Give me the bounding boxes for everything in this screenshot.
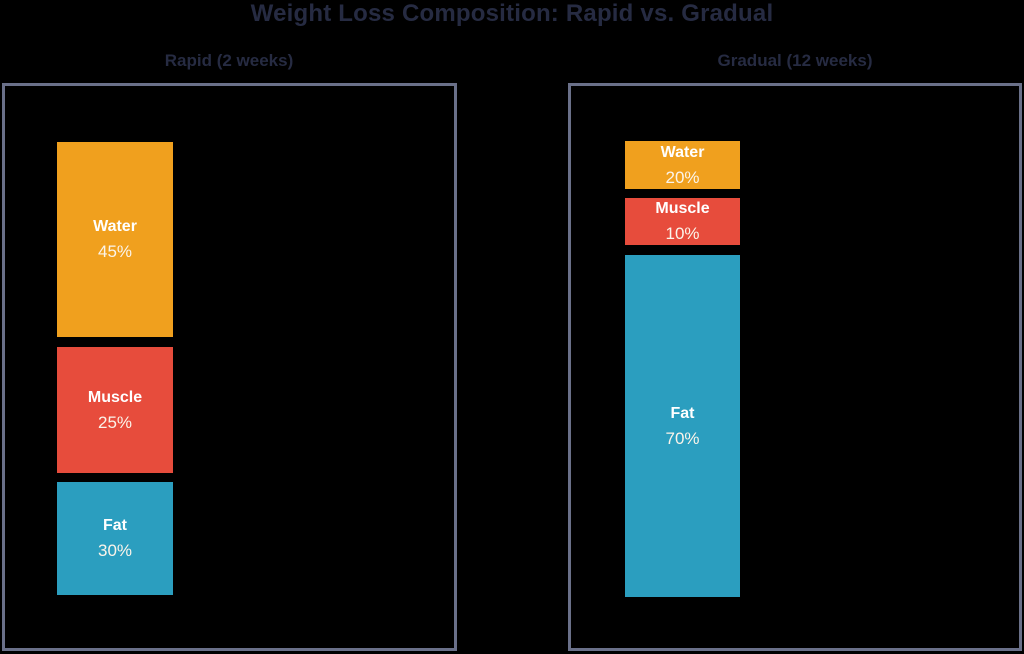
segment-percentage: 45% <box>97 242 133 261</box>
panel-title-gradual: Gradual (12 weeks) <box>717 51 873 70</box>
segment-label: Fat <box>103 517 127 534</box>
segment-label: Water <box>660 143 705 161</box>
bar-segment-gradual-muscle: Muscle 10% <box>625 198 740 245</box>
segment-percentage: 20% <box>665 167 700 187</box>
segment-percentage: 10% <box>665 224 700 243</box>
bar-segment-rapid-fat: Fat 30% <box>57 482 173 595</box>
segment-percentage: 30% <box>97 541 133 560</box>
segment-percentage: 70% <box>665 428 700 448</box>
bar-segment-gradual-fat: Fat 70% <box>625 255 740 597</box>
bar-segment-rapid-water: Water 45% <box>57 142 173 337</box>
panel-gradual: Water 20% Muscle 10% Fat 70% <box>568 83 1022 651</box>
bar-segment-gradual-water: Water 20% <box>625 141 740 189</box>
bar-segment-rapid-muscle: Muscle 25% <box>57 347 173 473</box>
panel-rapid: Water 45% Muscle 25% Fat 30% <box>2 83 457 651</box>
segment-label: Muscle <box>87 388 143 406</box>
panel-title-rapid: Rapid (2 weeks) <box>164 51 294 70</box>
chart-title: Weight Loss Composition: Rapid vs. Gradu… <box>250 0 774 27</box>
segment-label: Fat <box>670 404 695 422</box>
segment-label: Muscle <box>655 200 710 217</box>
segment-percentage: 25% <box>97 412 133 432</box>
segment-label: Water <box>93 218 137 235</box>
